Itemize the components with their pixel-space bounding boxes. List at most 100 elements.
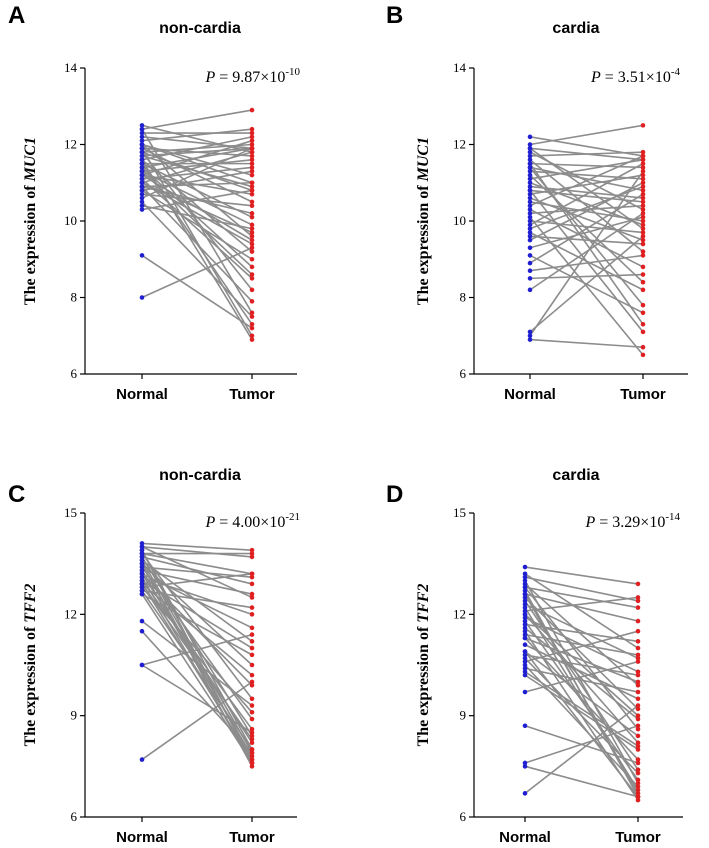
normal-point (139, 662, 145, 668)
tumor-point (249, 245, 255, 251)
tumor-point (249, 703, 255, 708)
pair-line (141, 124, 253, 153)
pair-line (141, 593, 253, 764)
normal-point (527, 222, 533, 228)
pair-line (524, 627, 639, 720)
pair-line (529, 231, 644, 291)
pair-line (141, 143, 253, 184)
pair-line (529, 155, 644, 207)
tumor-point (249, 153, 255, 159)
tumor-point (640, 226, 646, 231)
pair-line (529, 185, 644, 230)
pair-lines (141, 542, 253, 767)
normal-point (527, 211, 533, 216)
pair-line (524, 573, 639, 649)
tumor-point (640, 195, 646, 201)
normal-point (139, 564, 145, 570)
tumor-point (249, 612, 255, 617)
tumor-point (635, 716, 641, 722)
tumor-point (249, 184, 255, 189)
tumor-point (635, 733, 641, 739)
y-tick-label: 9 (460, 708, 467, 723)
normal-point (139, 581, 145, 587)
pair-line (141, 590, 253, 750)
p-value-eq: = 3.51×10 (601, 69, 671, 86)
chart-title: cardia (552, 467, 599, 484)
normal-point (527, 260, 533, 266)
pair-line (524, 566, 639, 585)
tumor-point (640, 180, 646, 186)
normal-point (522, 564, 528, 570)
y-tick-label: 6 (460, 809, 467, 824)
y-axis-label-gene: MUC1 (415, 137, 432, 182)
pair-line (524, 637, 639, 683)
tumor-point (249, 249, 255, 254)
normal-point (522, 608, 528, 614)
normal-point (527, 161, 533, 166)
tumor-point (249, 149, 255, 155)
tumor-point (249, 639, 255, 644)
tumor-point (249, 256, 255, 262)
pair-line (141, 583, 253, 740)
normal-point (522, 622, 528, 627)
tumor-point (635, 780, 641, 786)
tumor-point (249, 287, 255, 293)
panel-label: C (8, 481, 25, 508)
normal-point (139, 138, 145, 143)
normal-point (527, 146, 533, 151)
normal-point (139, 541, 145, 546)
pair-line (141, 189, 253, 260)
pair-line (524, 613, 639, 717)
normal-point (522, 723, 528, 729)
pair-line (141, 147, 253, 337)
tumor-point (640, 153, 646, 159)
points (522, 564, 641, 803)
pair-line (141, 147, 253, 157)
pair-line (141, 136, 253, 161)
tumor-point (249, 191, 255, 197)
pair-line (524, 586, 639, 730)
tumor-point (640, 302, 646, 308)
normal-point (139, 176, 145, 182)
pair-line (529, 185, 644, 199)
pair-line (524, 593, 639, 622)
pair-line (141, 128, 253, 142)
pair-line (529, 151, 644, 157)
normal-point (139, 207, 145, 212)
pair-line (529, 159, 644, 180)
tumor-point (249, 750, 255, 756)
tumor-point (640, 272, 646, 277)
tumor-point (249, 337, 255, 342)
tumor-point (249, 652, 255, 658)
tumor-point (249, 222, 255, 228)
tumor-point (635, 740, 641, 745)
pair-line (524, 725, 639, 764)
normal-point (527, 172, 533, 178)
pair-line (141, 593, 253, 656)
y-tick-label: 6 (71, 809, 78, 824)
tumor-point (640, 184, 646, 189)
tumor-point (249, 161, 255, 166)
pair-line (141, 109, 253, 130)
y-axis-label: The expression of MUC1 (22, 137, 39, 305)
tumor-point (249, 276, 255, 281)
pair-line (141, 247, 253, 299)
tumor-point (249, 168, 255, 174)
normal-point (522, 571, 528, 577)
tumor-point (635, 669, 641, 675)
normal-point (139, 588, 145, 593)
panel-label: D (386, 481, 403, 508)
pair-line (141, 170, 253, 192)
tumor-point (249, 299, 255, 304)
pair-line (141, 151, 253, 192)
tumor-point (249, 226, 255, 231)
chart-title: non-cardia (159, 467, 241, 484)
tumor-point (249, 157, 255, 163)
tumor-point (249, 605, 255, 610)
pair-line (529, 193, 644, 264)
y-axis-label-gene: MUC1 (22, 137, 39, 182)
normal-point (527, 207, 533, 212)
normal-point (139, 591, 145, 597)
normal-point (139, 165, 145, 170)
pair-line (141, 170, 253, 276)
